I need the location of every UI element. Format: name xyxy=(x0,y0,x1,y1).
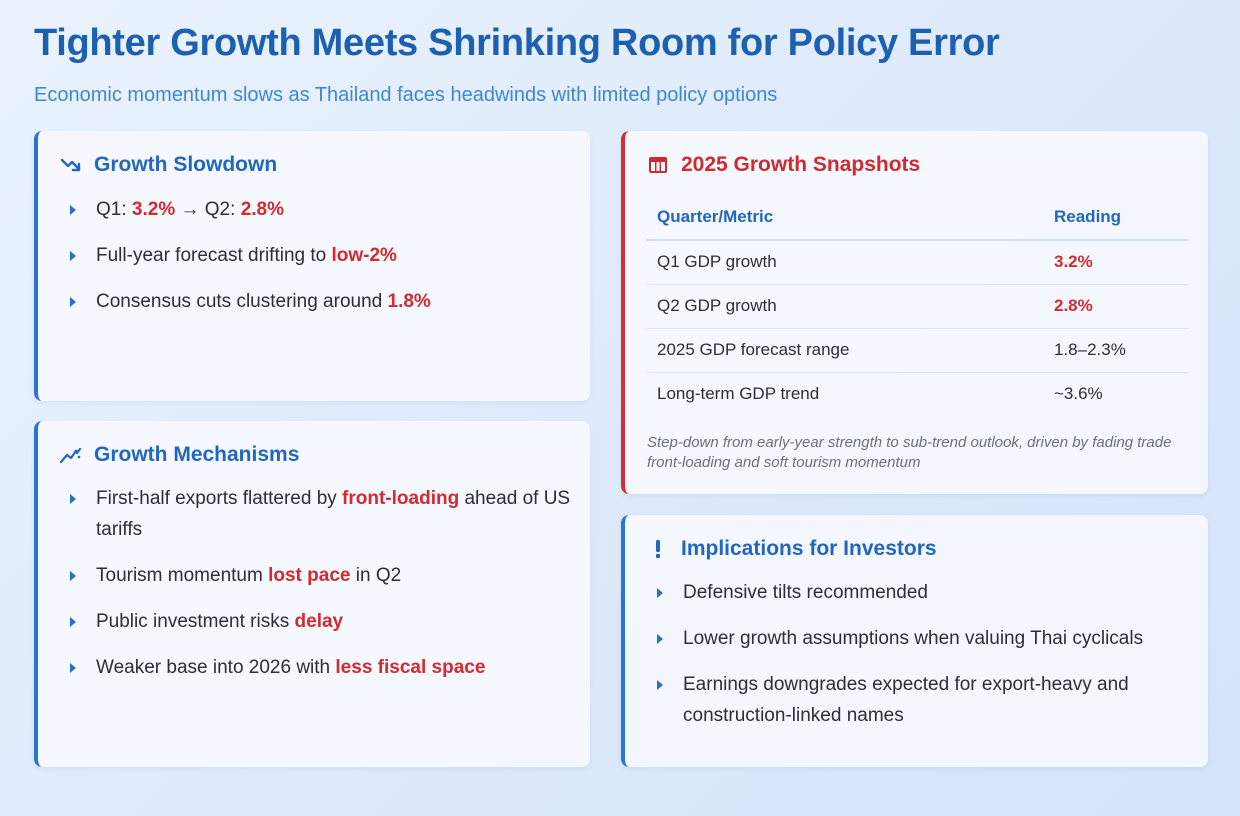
growth-slowdown-header: Growth Slowdown xyxy=(60,153,277,177)
item-highlight: less fiscal space xyxy=(335,657,486,678)
list-item: Public investment risks delay xyxy=(68,606,572,637)
bullet-arrow-icon xyxy=(70,617,76,627)
growth-slowdown-list: Q1: 3.2% → Q2: 2.8% Full-year forecast d… xyxy=(68,194,572,332)
item-highlight: lost pace xyxy=(268,565,351,586)
trending-down-icon xyxy=(60,154,82,176)
growth-mechanisms-list: First-half exports flattered by front-lo… xyxy=(68,483,572,698)
page-title: Tighter Growth Meets Shrinking Room for … xyxy=(34,22,1000,64)
line-chart-icon xyxy=(60,444,82,466)
bullet-arrow-icon xyxy=(70,251,76,261)
implications-card: Implications for Investors Defensive til… xyxy=(621,515,1208,767)
implications-header: Implications for Investors xyxy=(647,537,937,561)
bullet-arrow-icon xyxy=(70,571,76,581)
item-text: in Q2 xyxy=(350,565,402,586)
bullet-arrow-icon xyxy=(70,663,76,673)
list-item: Full-year forecast drifting to low-2% xyxy=(68,240,572,271)
list-item: First-half exports flattered by front-lo… xyxy=(68,483,572,545)
item-text: Full-year forecast drifting to xyxy=(96,245,332,266)
list-item: Lower growth assumptions when valuing Th… xyxy=(655,623,1190,654)
item-text: First-half exports flattered by xyxy=(96,488,343,509)
item-highlight: 3.2% xyxy=(131,199,176,220)
list-item: Tourism momentum lost pace in Q2 xyxy=(68,560,572,591)
growth-snapshots-header: 2025 Growth Snapshots xyxy=(647,153,920,177)
table-row: 2025 GDP forecast range 1.8–2.3% xyxy=(647,328,1189,373)
item-text: ahead of US tariffs xyxy=(96,488,571,540)
list-item: Defensive tilts recommended xyxy=(655,577,1190,608)
item-highlight: 1.8% xyxy=(387,291,431,312)
item-text: Earnings downgrades expected for export-… xyxy=(683,674,1129,726)
item-text: → Q2: xyxy=(175,199,241,220)
item-highlight: delay xyxy=(294,611,344,632)
bullet-arrow-icon xyxy=(657,680,663,690)
list-item: Consensus cuts clustering around 1.8% xyxy=(68,286,572,317)
page-subtitle: Economic momentum slows as Thailand face… xyxy=(34,84,778,106)
growth-slowdown-card: Growth Slowdown Q1: 3.2% → Q2: 2.8% Full… xyxy=(34,131,590,401)
growth-snapshots-card: 2025 Growth Snapshots Quarter/Metric Rea… xyxy=(621,131,1208,494)
table-row: Q1 GDP growth 3.2% xyxy=(647,240,1189,285)
implications-list: Defensive tilts recommended Lower growth… xyxy=(655,577,1190,746)
column-header-reading: Reading xyxy=(1044,199,1189,241)
item-text: Consensus cuts clustering around xyxy=(96,291,388,312)
metric-cell: Q1 GDP growth xyxy=(647,240,1044,285)
exclamation-icon xyxy=(647,538,669,560)
implications-title: Implications for Investors xyxy=(681,537,937,560)
table-footnote: Step-down from early-year strength to su… xyxy=(647,434,1172,471)
metric-cell: 2025 GDP forecast range xyxy=(647,328,1044,373)
growth-snapshots-table: Quarter/Metric Reading Q1 GDP growth 3.2… xyxy=(647,199,1189,416)
metric-cell: Long-term GDP trend xyxy=(657,384,820,403)
list-item: Q1: 3.2% → Q2: 2.8% xyxy=(68,194,572,225)
table-header-row: Quarter/Metric Reading xyxy=(647,199,1189,241)
growth-mechanisms-card: Growth Mechanisms First-half exports fla… xyxy=(34,421,590,767)
reading-cell: 3.2% xyxy=(1044,240,1189,285)
item-highlight: 2.8% xyxy=(240,199,284,220)
table-row: Q2 GDP growth 2.8% xyxy=(647,284,1189,329)
item-text: Tourism momentum xyxy=(96,565,269,586)
item-text: Weaker base into 2026 with xyxy=(96,657,336,678)
table-icon xyxy=(647,154,669,176)
growth-mechanisms-title: Growth Mechanisms xyxy=(94,443,300,466)
growth-snapshots-title: 2025 Growth Snapshots xyxy=(681,153,921,176)
item-text: Public investment risks xyxy=(96,611,295,632)
item-highlight: low-2% xyxy=(331,245,397,266)
bullet-arrow-icon xyxy=(657,634,663,644)
reading-cell: 2.8% xyxy=(1044,284,1189,329)
item-text: Lower growth assumptions when valuing Th… xyxy=(683,628,1144,649)
list-item: Earnings downgrades expected for export-… xyxy=(655,669,1190,731)
bullet-arrow-icon xyxy=(70,205,76,215)
item-highlight: front-loading xyxy=(342,488,460,509)
metric-cell: Q2 GDP growth xyxy=(647,284,1044,329)
bullet-arrow-icon xyxy=(70,494,76,504)
bullet-arrow-icon xyxy=(70,297,76,307)
column-header-metric: Quarter/Metric xyxy=(647,199,1044,241)
growth-slowdown-title: Growth Slowdown xyxy=(94,153,278,176)
reading-cell: ~3.6% xyxy=(1054,384,1103,403)
reading-cell: 1.8–2.3% xyxy=(1044,328,1189,373)
growth-mechanisms-header: Growth Mechanisms xyxy=(60,443,299,467)
table-row: Long-term GDP trend ~3.6% xyxy=(647,373,1189,417)
list-item: Weaker base into 2026 with less fiscal s… xyxy=(68,652,572,683)
bullet-arrow-icon xyxy=(657,588,663,598)
item-text: Q1: xyxy=(96,199,132,220)
item-text: Defensive tilts recommended xyxy=(683,582,928,603)
